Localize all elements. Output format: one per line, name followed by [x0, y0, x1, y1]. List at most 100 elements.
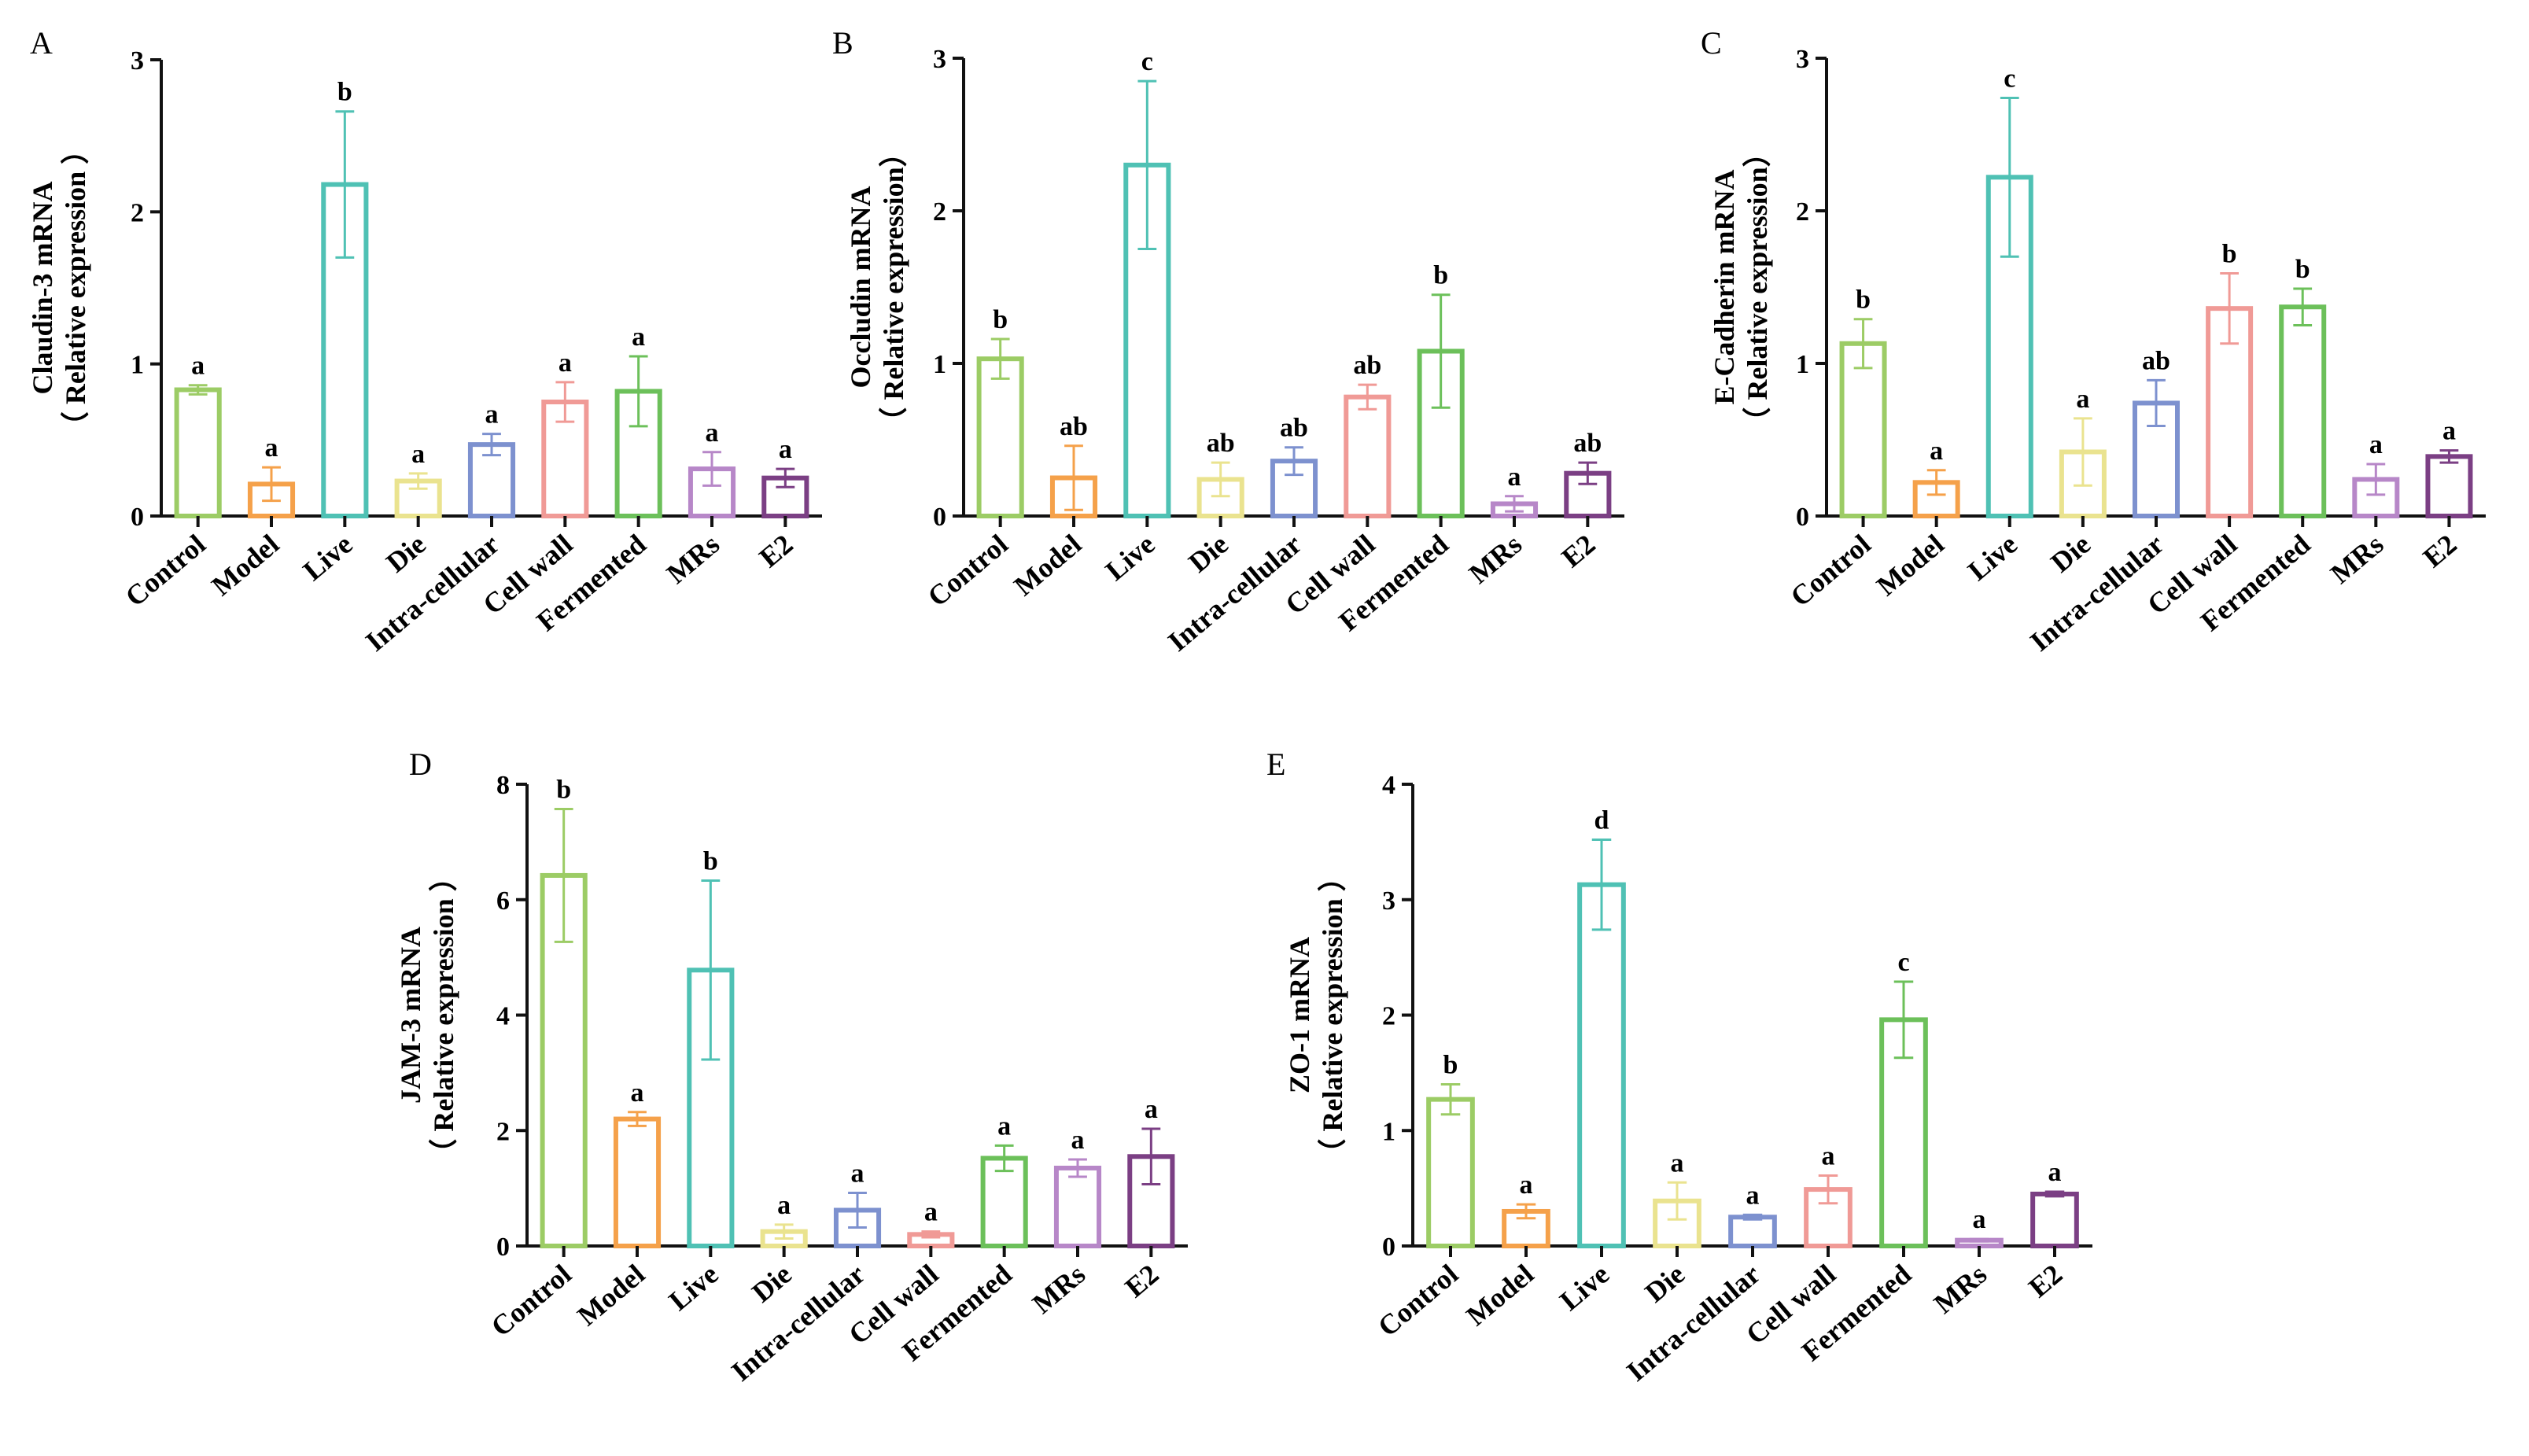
significance-label-e-1: a	[1520, 1170, 1533, 1200]
category-label-b-8: E2	[1556, 528, 1602, 573]
panel-c-letter: C	[1701, 25, 1722, 61]
significance-label-a-7: a	[706, 418, 719, 448]
significance-label-b-3: ab	[1207, 429, 1235, 458]
significance-label-d-6: a	[997, 1111, 1011, 1141]
significance-label-a-3: a	[411, 440, 425, 469]
significance-label-b-4: ab	[1280, 414, 1308, 443]
significance-label-a-1: a	[265, 433, 278, 463]
bar-d-7	[1053, 1165, 1102, 1248]
y-axis-subtitle: （ Relative expression ）	[428, 863, 459, 1167]
significance-label-d-4: a	[851, 1159, 865, 1188]
bar-e-4	[1728, 1215, 1777, 1248]
significance-label-b-8: ab	[1573, 429, 1602, 458]
category-label-e-1: Model	[1460, 1258, 1539, 1332]
category-label-e-7: MRs	[1928, 1258, 1993, 1319]
category-label-c-7: MRs	[2324, 528, 2389, 589]
category-label-d-1: Model	[571, 1258, 651, 1332]
bar-c-2	[1985, 175, 2033, 518]
significance-label-a-2: b	[337, 78, 352, 107]
y-tick-label: 1	[1796, 350, 1809, 379]
category-label-a-2: Live	[297, 528, 359, 586]
y-tick-label: 2	[933, 197, 946, 227]
category-label-e-2: Live	[1554, 1258, 1615, 1316]
significance-label-e-7: a	[1973, 1205, 1986, 1234]
y-tick-label: 0	[496, 1233, 510, 1262]
significance-label-e-4: a	[1746, 1181, 1760, 1210]
y-axis-subtitle: （ Relative expression）	[878, 138, 909, 435]
bar-e-0	[1426, 1097, 1475, 1248]
significance-label-b-2: c	[1141, 47, 1153, 76]
y-tick-label: 8	[496, 771, 510, 800]
significance-label-c-6: b	[2295, 255, 2310, 284]
y-tick-label: 0	[933, 503, 946, 532]
bar-d-1	[613, 1116, 662, 1248]
y-tick-label: 3	[1796, 45, 1809, 74]
significance-label-a-6: a	[632, 323, 645, 352]
bar-b-0	[976, 356, 1024, 518]
y-axis-title: JAM-3 mRNA	[395, 927, 426, 1104]
significance-label-c-7: a	[2369, 430, 2383, 459]
significance-label-e-6: c	[1897, 948, 1909, 977]
category-label-c-0: Control	[1785, 528, 1877, 612]
bar-b-5	[1344, 394, 1392, 518]
panel-d: D 0 2 4 6 8 JAM-3 mRNA （ Relative expression ）…	[395, 746, 1188, 1388]
significance-label-e-8: a	[2048, 1158, 2062, 1187]
bar-c-0	[1839, 341, 1887, 518]
significance-label-c-5: b	[2222, 240, 2237, 269]
significance-label-a-0: a	[191, 352, 205, 381]
y-axis-title: Occludin mRNA	[845, 186, 876, 388]
y-axis-subtitle: （ Relative expression ）	[60, 136, 91, 440]
category-label-c-3: Die	[2044, 528, 2096, 578]
significance-label-a-4: a	[485, 400, 499, 429]
category-label-d-3: Die	[746, 1258, 798, 1308]
significance-label-d-7: a	[1071, 1126, 1085, 1155]
category-label-d-7: MRs	[1027, 1258, 1091, 1319]
panel-b: B 0 1 2 3 Occludin mRNA （ Relative expression…	[832, 25, 1624, 658]
category-label-c-8: E2	[2417, 528, 2463, 573]
y-tick-label: 3	[1382, 887, 1395, 916]
y-tick-label: 1	[1382, 1117, 1395, 1146]
panel-a-letter: A	[30, 25, 53, 61]
significance-label-e-3: a	[1671, 1148, 1684, 1178]
significance-label-e-5: a	[1822, 1141, 1835, 1170]
y-axis-title: ZO-1 mRNA	[1284, 937, 1315, 1093]
category-label-d-0: Control	[485, 1258, 577, 1342]
significance-label-d-0: b	[556, 776, 571, 805]
bar-e-8	[2030, 1191, 2079, 1249]
significance-label-c-8: a	[2442, 417, 2456, 446]
bar-c-6	[2279, 304, 2327, 518]
panel-c: C 0 1 2 3 E-Cadherin mRNA （ Relative expressi…	[1701, 25, 2486, 658]
significance-label-b-6: b	[1433, 261, 1448, 290]
panel-e: E 0 1 2 3 4 ZO-1 mRNA （ Relative expression ） b…	[1266, 746, 2092, 1388]
y-axis-subtitle: （ Relative expression ）	[1317, 863, 1348, 1167]
significance-label-d-5: a	[924, 1198, 938, 1227]
significance-label-c-2: c	[2004, 64, 2015, 93]
bar-e-2	[1577, 882, 1626, 1248]
significance-label-d-8: a	[1145, 1095, 1158, 1124]
significance-label-b-5: ab	[1353, 351, 1381, 380]
category-label-a-3: Die	[380, 528, 432, 578]
significance-label-c-4: ab	[2142, 346, 2170, 375]
category-label-d-8: E2	[1119, 1258, 1165, 1303]
y-tick-label: 1	[131, 351, 144, 380]
bar-a-0	[174, 387, 222, 518]
category-label-b-3: Die	[1182, 528, 1234, 578]
significance-label-e-0: b	[1443, 1051, 1458, 1080]
significance-label-b-7: a	[1508, 463, 1521, 492]
y-tick-label: 0	[1796, 503, 1809, 532]
y-tick-label: 2	[1382, 1002, 1395, 1031]
category-label-e-0: Control	[1372, 1258, 1464, 1342]
panel-e-letter: E	[1266, 746, 1285, 782]
bar-c-8	[2425, 454, 2473, 519]
category-label-a-7: MRs	[661, 528, 725, 589]
panel-a: A 0 1 2 3 Claudin-3 mRNA （ Relative expressio…	[27, 25, 822, 658]
y-tick-label: 3	[131, 46, 144, 76]
significance-label-d-2: b	[703, 847, 718, 876]
category-label-e-8: E2	[2022, 1258, 2068, 1303]
category-label-b-1: Model	[1008, 528, 1087, 602]
category-label-c-1: Model	[1871, 528, 1950, 602]
y-tick-label: 4	[1382, 771, 1395, 800]
significance-label-b-0: b	[993, 305, 1008, 334]
category-label-a-0: Control	[120, 528, 212, 612]
